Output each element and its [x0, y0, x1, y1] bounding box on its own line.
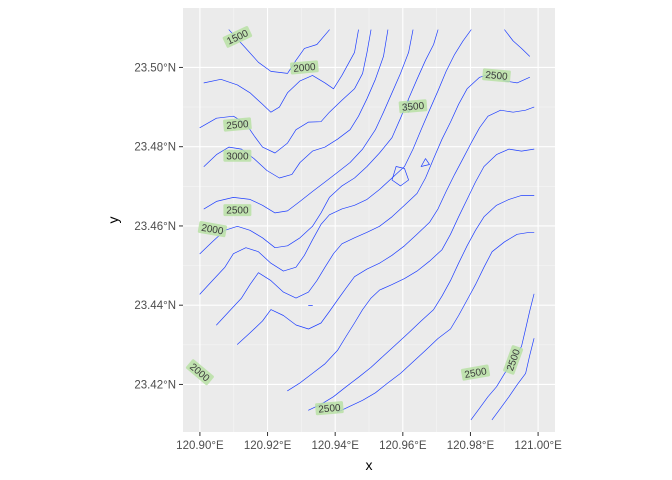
- x-tick-label: 120.98°E: [447, 440, 495, 452]
- contour-line: [308, 195, 535, 411]
- contour-line: [491, 338, 535, 421]
- contour-line: [391, 166, 409, 187]
- y-tick-label: 23.42°N: [134, 379, 176, 391]
- contour-label-background: [503, 345, 524, 375]
- contour-label: 2500: [482, 68, 511, 83]
- contour-label-background: [290, 60, 319, 75]
- contour-lines: [199, 29, 535, 421]
- contour-label: 2000: [290, 60, 319, 75]
- contour-label-background: [482, 68, 511, 83]
- contour-label-text: 2500: [226, 206, 249, 217]
- contour-line: [203, 29, 414, 214]
- contour-label-text: 3500: [402, 101, 426, 114]
- contour-label-text: 2500: [485, 70, 509, 83]
- contour-line: [420, 158, 430, 167]
- contour-label-text: 2500: [464, 366, 488, 381]
- contour-label: 2500: [223, 117, 252, 132]
- grid-major-lines: [183, 8, 555, 432]
- x-tick-label: 120.96°E: [379, 440, 427, 452]
- contour-label-background: [398, 99, 428, 114]
- contour-label-text: 2500: [318, 403, 342, 416]
- contour-label: 3500: [398, 99, 428, 114]
- y-axis: 23.42°N 23.44°N 23.46°N 23.48°N 23.50°N: [134, 62, 183, 391]
- x-tick-label: 121.00°E: [514, 440, 562, 452]
- x-tick-label: 120.90°E: [176, 440, 224, 452]
- contour-line: [199, 29, 472, 295]
- contour-label-background: [185, 359, 214, 386]
- contour-label-text: 2000: [293, 62, 317, 75]
- y-tick-label: 23.48°N: [134, 142, 176, 154]
- y-tick-label: 23.50°N: [134, 62, 176, 74]
- contour-label: 2500: [223, 204, 252, 217]
- grid-minor-lines: [183, 8, 555, 432]
- contour-line: [216, 73, 530, 326]
- contour-line: [203, 29, 359, 113]
- contour-line: [237, 106, 535, 345]
- contour-label-background: [222, 26, 253, 48]
- contour-label-background: [460, 364, 491, 381]
- contour-line: [287, 148, 535, 392]
- contour-label-background: [223, 117, 252, 132]
- contour-label-background: [197, 220, 227, 238]
- contour-label: 2500: [460, 364, 491, 381]
- contour-line: [504, 29, 530, 57]
- x-tick-label: 120.92°E: [244, 440, 292, 452]
- contour-line: [203, 29, 389, 179]
- y-tick-label: 23.44°N: [134, 300, 176, 312]
- contour-label-text: 3000: [226, 151, 249, 162]
- contour-label-background: [223, 204, 252, 217]
- contour-label: 2000: [197, 220, 227, 238]
- x-axis: 120.90°E 120.92°E 120.94°E 120.96°E 120.98°E…: [176, 432, 562, 452]
- contour-label-text: 2500: [226, 119, 250, 132]
- contour-line: [337, 231, 535, 413]
- contour-label-text: 2000: [200, 223, 224, 238]
- y-axis-title: y: [105, 217, 121, 224]
- contour-label: 2500: [315, 401, 344, 416]
- contour-label-background: [315, 401, 344, 416]
- x-tick-label: 120.94°E: [311, 440, 359, 452]
- contour-labels: 1500200025003500250030002500200020002500…: [185, 26, 524, 416]
- contour-line: [199, 29, 439, 255]
- contour-label-background: [223, 149, 252, 162]
- y-tick-label: 23.46°N: [134, 221, 176, 233]
- contour-label: 3000: [223, 149, 252, 162]
- x-axis-title: x: [366, 457, 373, 473]
- contour-line: [228, 29, 330, 74]
